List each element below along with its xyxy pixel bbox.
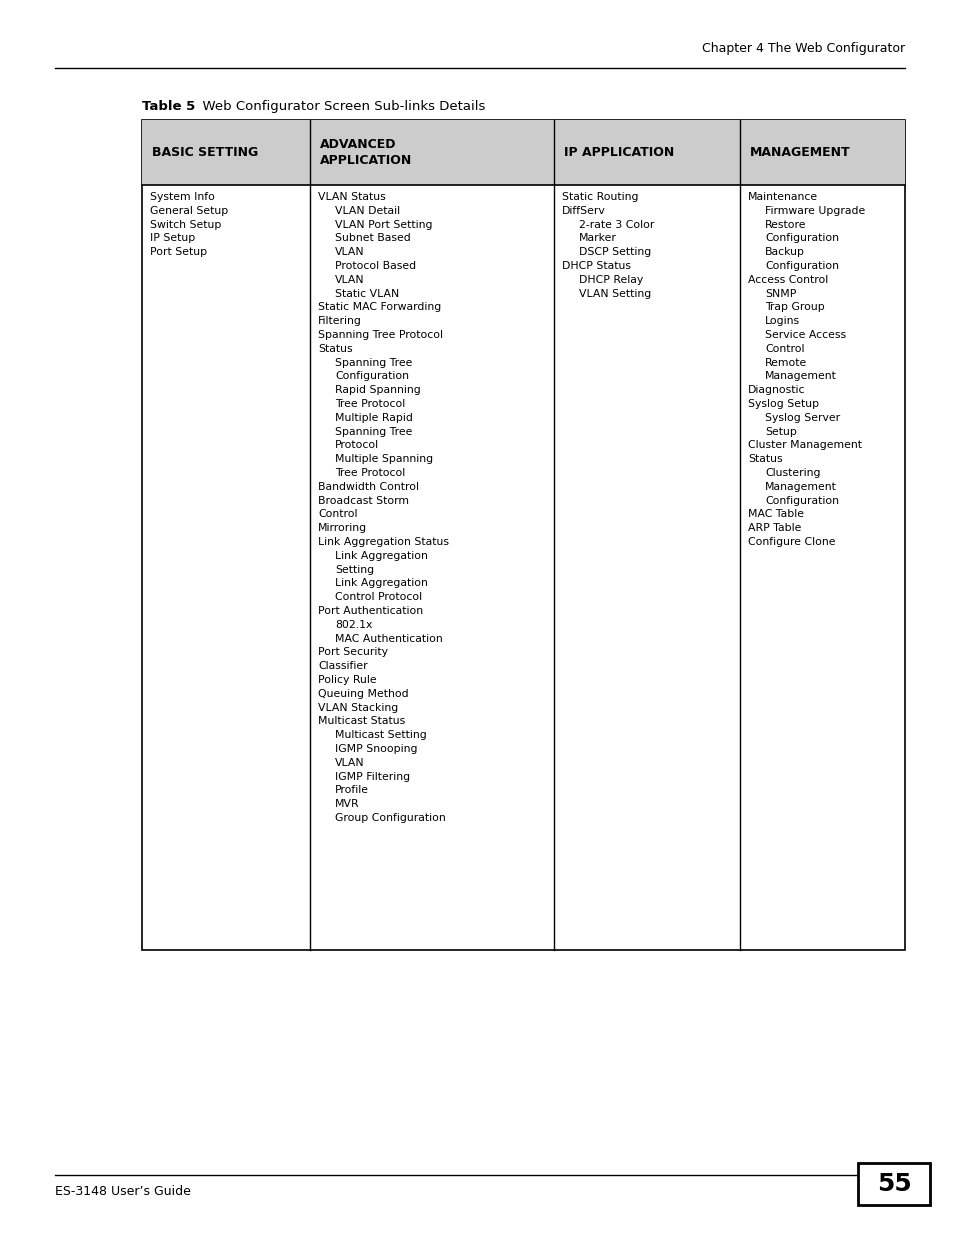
Text: Multicast Status: Multicast Status [317, 716, 405, 726]
Text: Spanning Tree: Spanning Tree [335, 358, 412, 368]
Text: VLAN: VLAN [335, 275, 364, 285]
Text: Clustering: Clustering [764, 468, 820, 478]
Text: Setup: Setup [764, 426, 796, 437]
Text: Rapid Spanning: Rapid Spanning [335, 385, 420, 395]
Text: Multiple Rapid: Multiple Rapid [335, 412, 413, 422]
Text: Static VLAN: Static VLAN [335, 289, 399, 299]
Text: IGMP Snooping: IGMP Snooping [335, 743, 417, 755]
Text: Broadcast Storm: Broadcast Storm [317, 495, 409, 505]
Text: Bandwidth Control: Bandwidth Control [317, 482, 418, 492]
Text: VLAN Detail: VLAN Detail [335, 206, 399, 216]
Text: ARP Table: ARP Table [747, 524, 801, 534]
Text: Configuration: Configuration [335, 372, 409, 382]
Text: MAC Table: MAC Table [747, 509, 803, 520]
Text: Configuration: Configuration [764, 495, 838, 505]
Text: Status: Status [747, 454, 781, 464]
Text: MVR: MVR [335, 799, 359, 809]
Text: MAC Authentication: MAC Authentication [335, 634, 442, 643]
Text: Port Setup: Port Setup [150, 247, 207, 257]
Text: Backup: Backup [764, 247, 804, 257]
Text: Classifier: Classifier [317, 661, 367, 671]
Text: Spanning Tree: Spanning Tree [335, 426, 412, 437]
Text: Trap Group: Trap Group [764, 303, 824, 312]
Text: Link Aggregation: Link Aggregation [335, 578, 428, 588]
Text: Table 5: Table 5 [142, 100, 195, 112]
Text: DiffServ: DiffServ [561, 206, 605, 216]
Text: Management: Management [764, 372, 836, 382]
Text: Link Aggregation Status: Link Aggregation Status [317, 537, 449, 547]
Text: Diagnostic: Diagnostic [747, 385, 804, 395]
Text: MANAGEMENT: MANAGEMENT [749, 146, 850, 159]
Text: Tree Protocol: Tree Protocol [335, 399, 405, 409]
Text: SNMP: SNMP [764, 289, 796, 299]
Text: VLAN: VLAN [335, 758, 364, 768]
Text: Syslog Setup: Syslog Setup [747, 399, 819, 409]
Text: ES-3148 User’s Guide: ES-3148 User’s Guide [55, 1186, 191, 1198]
Text: Control Protocol: Control Protocol [335, 593, 421, 603]
Text: Configure Clone: Configure Clone [747, 537, 835, 547]
Text: Port Authentication: Port Authentication [317, 606, 423, 616]
Text: Syslog Server: Syslog Server [764, 412, 840, 422]
Text: Protocol Based: Protocol Based [335, 261, 416, 270]
Text: Maintenance: Maintenance [747, 191, 818, 203]
Text: DHCP Status: DHCP Status [561, 261, 630, 270]
Text: Link Aggregation: Link Aggregation [335, 551, 428, 561]
Text: Static MAC Forwarding: Static MAC Forwarding [317, 303, 441, 312]
Text: Status: Status [317, 343, 353, 353]
Text: System Info: System Info [150, 191, 214, 203]
Text: Profile: Profile [335, 785, 369, 795]
Text: Access Control: Access Control [747, 275, 827, 285]
Text: Protocol: Protocol [335, 441, 378, 451]
Text: Chapter 4 The Web Configurator: Chapter 4 The Web Configurator [701, 42, 904, 56]
Text: Configuration: Configuration [764, 233, 838, 243]
Text: Policy Rule: Policy Rule [317, 676, 376, 685]
Text: Firmware Upgrade: Firmware Upgrade [764, 206, 864, 216]
Text: Setting: Setting [335, 564, 374, 574]
Text: DHCP Relay: DHCP Relay [578, 275, 642, 285]
Text: Cluster Management: Cluster Management [747, 441, 862, 451]
Bar [142, 120, 904, 950]
Text: Queuing Method: Queuing Method [317, 689, 408, 699]
Text: Control: Control [764, 343, 803, 353]
Text: VLAN: VLAN [335, 247, 364, 257]
Text: Web Configurator Screen Sub-links Details: Web Configurator Screen Sub-links Detail… [193, 100, 485, 112]
Text: Filtering: Filtering [317, 316, 361, 326]
Text: Switch Setup: Switch Setup [150, 220, 221, 230]
Text: IP Setup: IP Setup [150, 233, 195, 243]
Text: Subnet Based: Subnet Based [335, 233, 411, 243]
Text: Control: Control [317, 509, 357, 520]
Text: Configuration: Configuration [764, 261, 838, 270]
Text: Restore: Restore [764, 220, 805, 230]
Text: IP APPLICATION: IP APPLICATION [563, 146, 674, 159]
Text: VLAN Status: VLAN Status [317, 191, 385, 203]
Text: Spanning Tree Protocol: Spanning Tree Protocol [317, 330, 442, 340]
Text: 2-rate 3 Color: 2-rate 3 Color [578, 220, 654, 230]
Text: 802.1x: 802.1x [335, 620, 372, 630]
Text: Tree Protocol: Tree Protocol [335, 468, 405, 478]
Text: VLAN Port Setting: VLAN Port Setting [335, 220, 432, 230]
Text: Service Access: Service Access [764, 330, 845, 340]
Text: Remote: Remote [764, 358, 806, 368]
Text: BASIC SETTING: BASIC SETTING [152, 146, 258, 159]
Text: DSCP Setting: DSCP Setting [578, 247, 651, 257]
Text: Marker: Marker [578, 233, 617, 243]
Text: Static Routing: Static Routing [561, 191, 638, 203]
Text: Multicast Setting: Multicast Setting [335, 730, 426, 740]
Text: ADVANCED
APPLICATION: ADVANCED APPLICATION [319, 138, 412, 167]
Bar [142, 120, 904, 185]
Bar [857, 1163, 929, 1205]
Text: 55: 55 [876, 1172, 910, 1195]
Text: VLAN Setting: VLAN Setting [578, 289, 651, 299]
Text: Logins: Logins [764, 316, 800, 326]
Text: VLAN Stacking: VLAN Stacking [317, 703, 397, 713]
Text: IGMP Filtering: IGMP Filtering [335, 772, 410, 782]
Text: Group Configuration: Group Configuration [335, 813, 445, 823]
Text: Port Security: Port Security [317, 647, 388, 657]
Text: Mirroring: Mirroring [317, 524, 367, 534]
Text: Multiple Spanning: Multiple Spanning [335, 454, 433, 464]
Text: General Setup: General Setup [150, 206, 228, 216]
Text: Management: Management [764, 482, 836, 492]
